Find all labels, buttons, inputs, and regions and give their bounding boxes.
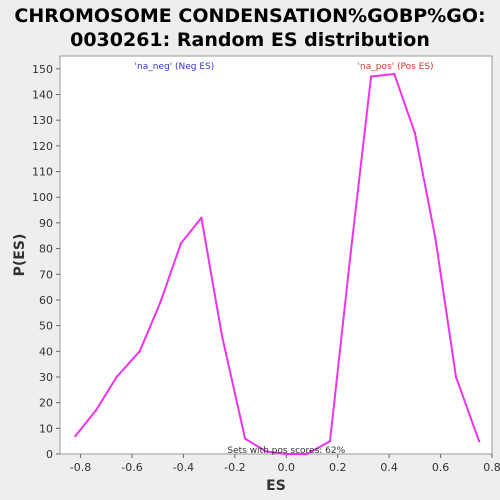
x-tick-label: -0.4 <box>173 461 194 474</box>
data-point <box>285 452 288 456</box>
data-point <box>413 131 417 135</box>
data-point <box>179 242 183 245</box>
y-tick-label: 50 <box>39 320 53 333</box>
y-tick-label: 100 <box>32 191 53 204</box>
data-point <box>264 450 267 453</box>
data-point <box>200 216 203 219</box>
plot-area <box>59 55 493 455</box>
data-point <box>74 434 77 438</box>
y-tick-label: 150 <box>32 63 53 76</box>
y-axis: 0 10 20 30 40 50 60 70 80 90 100 110 120 130 140 150 <box>32 63 60 461</box>
y-tick-label: 140 <box>32 89 53 102</box>
chart-title-line-2: 0030261: Random ES distribution <box>70 29 430 51</box>
x-tick-label: 0.0 <box>278 461 296 474</box>
data-point <box>454 375 458 379</box>
series-line <box>74 73 481 455</box>
data-point <box>138 350 141 353</box>
data-point <box>369 75 373 78</box>
data-point <box>477 440 481 443</box>
data-point <box>115 375 118 379</box>
pos-scores-note: Sets with pos scores: 62% <box>227 446 345 456</box>
y-tick-label: 90 <box>39 217 53 230</box>
x-axis: -0.8 -0.6 -0.4 -0.2 0.0 0.2 0.4 0.6 0.8 <box>70 454 500 474</box>
x-tick-label: 0.6 <box>432 461 450 474</box>
y-tick-label: 30 <box>39 371 53 384</box>
neg-es-label: 'na_neg' (Neg ES) <box>135 62 215 72</box>
chart-title-line-1: CHROMOSOME CONDENSATION%GOBP%GO: <box>14 5 485 27</box>
y-tick-label: 130 <box>32 114 53 127</box>
data-point <box>220 334 224 338</box>
data-point <box>349 252 352 255</box>
x-tick-label: 0.4 <box>380 461 398 474</box>
y-tick-label: 10 <box>39 422 53 435</box>
y-tick-label: 40 <box>39 345 53 358</box>
data-point <box>94 409 98 412</box>
y-tick-label: 0 <box>46 448 53 461</box>
data-point <box>393 72 396 76</box>
y-tick-label: 20 <box>39 397 53 410</box>
y-axis-title: P(ES) <box>12 234 28 277</box>
data-point <box>328 440 332 443</box>
y-tick-label: 120 <box>32 140 53 153</box>
y-tick-label: 60 <box>39 294 53 307</box>
x-tick-label: -0.6 <box>121 461 142 474</box>
y-tick-label: 110 <box>32 166 53 179</box>
data-point <box>243 437 247 440</box>
data-point <box>434 237 437 240</box>
annotation-layer: 'na_neg' (Neg ES) 'na_pos' (Pos ES) Sets w… <box>135 62 434 456</box>
x-tick-label: -0.8 <box>70 461 91 474</box>
data-point <box>159 301 162 304</box>
pos-es-label: 'na_pos' (Pos ES) <box>358 62 434 72</box>
series-layer <box>74 72 481 456</box>
y-tick-label: 70 <box>39 268 53 281</box>
x-tick-label: 0.8 <box>483 461 500 474</box>
x-tick-label: 0.2 <box>329 461 347 474</box>
x-axis-title: ES <box>266 478 286 494</box>
x-tick-label: -0.2 <box>224 461 245 474</box>
data-point <box>305 452 309 456</box>
y-tick-label: 80 <box>39 243 53 256</box>
